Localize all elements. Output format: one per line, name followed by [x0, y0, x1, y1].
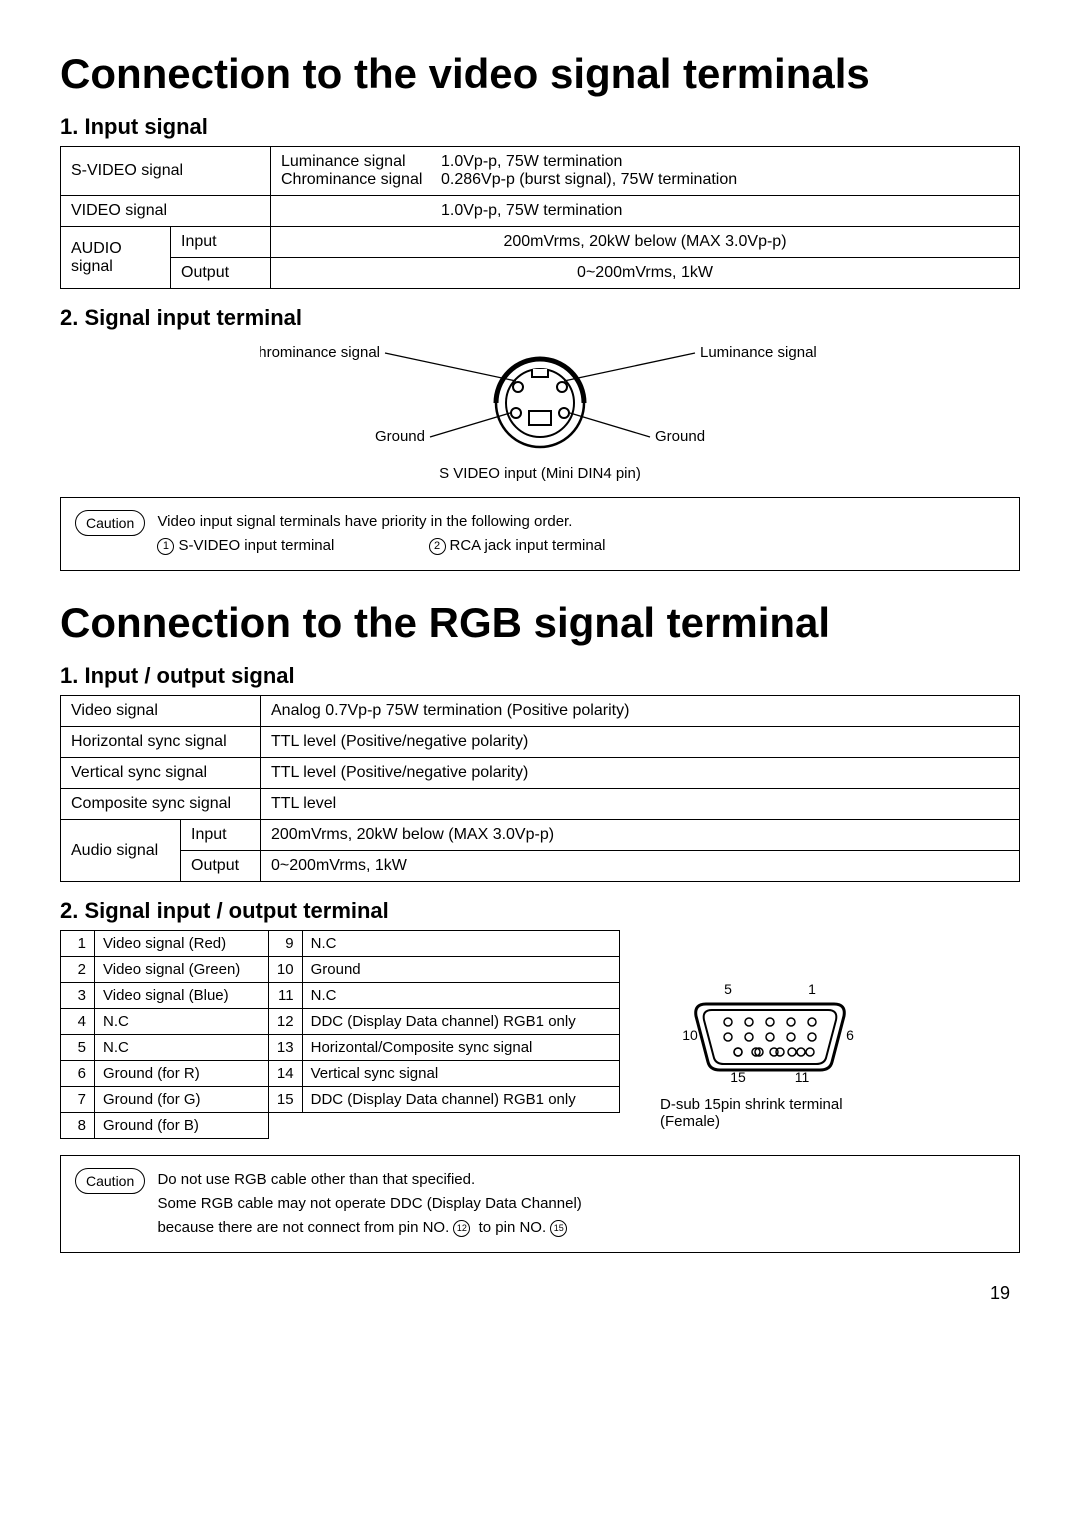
pin-desc: Ground	[302, 957, 619, 983]
io-r3b: TTL level (Positive/negative polarity)	[261, 758, 1020, 789]
section1-title: Connection to the video signal terminals	[60, 50, 1020, 98]
pin-num: 15	[268, 1087, 302, 1113]
lum-label: Luminance signal	[281, 153, 441, 171]
pin-num: 8	[61, 1113, 95, 1139]
svg-text:1: 1	[808, 981, 816, 997]
dsub-svg: 5 1 10 6 15 11	[660, 980, 880, 1090]
pin-desc: N.C	[95, 1009, 269, 1035]
io-r5-in-label: Input	[181, 820, 261, 851]
caution1-item2: RCA jack input terminal	[450, 537, 606, 554]
dsub-label2: (Female)	[660, 1113, 1020, 1130]
caution-box-1: Caution Video input signal terminals hav…	[60, 497, 1020, 571]
mini-din-svg: Chrominance signal Luminance signal Grou…	[260, 343, 820, 483]
io-r5-out-val: 0~200mVrms, 1kW	[261, 851, 1020, 882]
svideo-values: Luminance signal 1.0Vp-p, 75W terminatio…	[271, 147, 1020, 196]
pin-num: 14	[268, 1061, 302, 1087]
svg-text:Chrominance signal: Chrominance signal	[260, 344, 380, 361]
pin-num: 12	[268, 1009, 302, 1035]
circled-2: 2	[429, 538, 446, 555]
io-r5-out-label: Output	[181, 851, 261, 882]
caution2-line3b: to pin NO.	[479, 1219, 547, 1236]
caution-content-2: Do not use RGB cable other than that spe…	[157, 1168, 948, 1240]
pin-num: 13	[268, 1035, 302, 1061]
pin-desc: N.C	[95, 1035, 269, 1061]
pin-desc: Horizontal/Composite sync signal	[302, 1035, 619, 1061]
pin-num: 1	[61, 931, 95, 957]
pin-num: 4	[61, 1009, 95, 1035]
io-r4a: Composite sync signal	[61, 789, 261, 820]
dsub-connector: 5 1 10 6 15 11 D-sub 15pin shrink termin…	[660, 930, 1020, 1130]
caution2-line1: Do not use RGB cable other than that spe…	[157, 1171, 475, 1188]
pin-num: 2	[61, 957, 95, 983]
caution-content-1: Video input signal terminals have priori…	[157, 510, 948, 558]
audio-label: AUDIO signal	[61, 227, 171, 289]
pin-num: 3	[61, 983, 95, 1009]
io-r4b: TTL level	[261, 789, 1020, 820]
pin-num: 7	[61, 1087, 95, 1113]
svg-text:Ground: Ground	[375, 428, 425, 445]
io-r2b: TTL level (Positive/negative polarity)	[261, 727, 1020, 758]
dsub-label1: D-sub 15pin shrink terminal	[660, 1096, 1020, 1113]
pin-desc: DDC (Display Data channel) RGB1 only	[302, 1009, 619, 1035]
circled-1: 1	[157, 538, 174, 555]
pin-num: 9	[268, 931, 302, 957]
io-r5a: Audio signal	[61, 820, 181, 882]
svg-text:6: 6	[846, 1027, 854, 1043]
audio-out-val: 0~200mVrms, 1kW	[271, 258, 1020, 289]
io-r2a: Horizontal sync signal	[61, 727, 261, 758]
svg-text:S VIDEO input (Mini DIN4 pin): S VIDEO input (Mini DIN4 pin)	[439, 465, 641, 482]
io-signal-table: Video signalAnalog 0.7Vp-p 75W terminati…	[60, 695, 1020, 882]
svg-text:10: 10	[682, 1027, 698, 1043]
lum-val: 1.0Vp-p, 75W termination	[441, 153, 622, 171]
pin-num: 6	[61, 1061, 95, 1087]
pin-num: 5	[61, 1035, 95, 1061]
caution2-line2: Some RGB cable may not operate DDC (Disp…	[157, 1195, 581, 1212]
pin-desc: Video signal (Red)	[95, 931, 269, 957]
input-signal-table: S-VIDEO signal Luminance signal 1.0Vp-p,…	[60, 146, 1020, 289]
audio-out-label: Output	[171, 258, 271, 289]
circled-12: 12	[453, 1220, 470, 1237]
pin-table: 1Video signal (Red)9N.C 2Video signal (G…	[60, 930, 620, 1139]
video-label: VIDEO signal	[61, 196, 271, 227]
io-r3a: Vertical sync signal	[61, 758, 261, 789]
pin-desc: Video signal (Blue)	[95, 983, 269, 1009]
pin-desc: Ground (for R)	[95, 1061, 269, 1087]
caution-label-1: Caution	[75, 510, 145, 536]
caution-box-2: Caution Do not use RGB cable other than …	[60, 1155, 1020, 1253]
pin-desc: Video signal (Green)	[95, 957, 269, 983]
svideo-diagram: Chrominance signal Luminance signal Grou…	[60, 343, 1020, 483]
section1-sub2-heading: 2. Signal input terminal	[60, 305, 1020, 331]
pin-desc: Ground (for B)	[95, 1113, 269, 1139]
svg-text:Luminance signal: Luminance signal	[700, 344, 817, 361]
svideo-label: S-VIDEO signal	[61, 147, 271, 196]
pin-desc: Ground (for G)	[95, 1087, 269, 1113]
io-r1b: Analog 0.7Vp-p 75W termination (Positive…	[261, 696, 1020, 727]
caution2-line3a: because there are not connect from pin N…	[157, 1219, 449, 1236]
pin-desc: N.C	[302, 931, 619, 957]
svg-text:Ground: Ground	[655, 428, 705, 445]
section2-title: Connection to the RGB signal terminal	[60, 599, 1020, 647]
io-r5-in-val: 200mVrms, 20kW below (MAX 3.0Vp-p)	[261, 820, 1020, 851]
section2-sub2-heading: 2. Signal input / output terminal	[60, 898, 1020, 924]
pin-num: 10	[268, 957, 302, 983]
pin-num: 11	[268, 983, 302, 1009]
pin-desc: Vertical sync signal	[302, 1061, 619, 1087]
audio-in-val: 200mVrms, 20kW below (MAX 3.0Vp-p)	[271, 227, 1020, 258]
caution1-item1: S-VIDEO input terminal	[178, 537, 334, 554]
section2-sub1-heading: 1. Input / output signal	[60, 663, 1020, 689]
io-r1a: Video signal	[61, 696, 261, 727]
page-number: 19	[60, 1283, 1020, 1304]
svg-text:5: 5	[724, 981, 732, 997]
caution1-line1: Video input signal terminals have priori…	[157, 513, 572, 530]
chrom-label: Chrominance signal	[281, 171, 441, 189]
pin-desc: DDC (Display Data channel) RGB1 only	[302, 1087, 619, 1113]
caution-label-2: Caution	[75, 1168, 145, 1194]
video-val: 1.0Vp-p, 75W termination	[271, 196, 1020, 227]
section1-sub1-heading: 1. Input signal	[60, 114, 1020, 140]
chrom-val: 0.286Vp-p (burst signal), 75W terminatio…	[441, 171, 737, 189]
pin-desc: N.C	[302, 983, 619, 1009]
audio-in-label: Input	[171, 227, 271, 258]
circled-15: 15	[550, 1220, 567, 1237]
